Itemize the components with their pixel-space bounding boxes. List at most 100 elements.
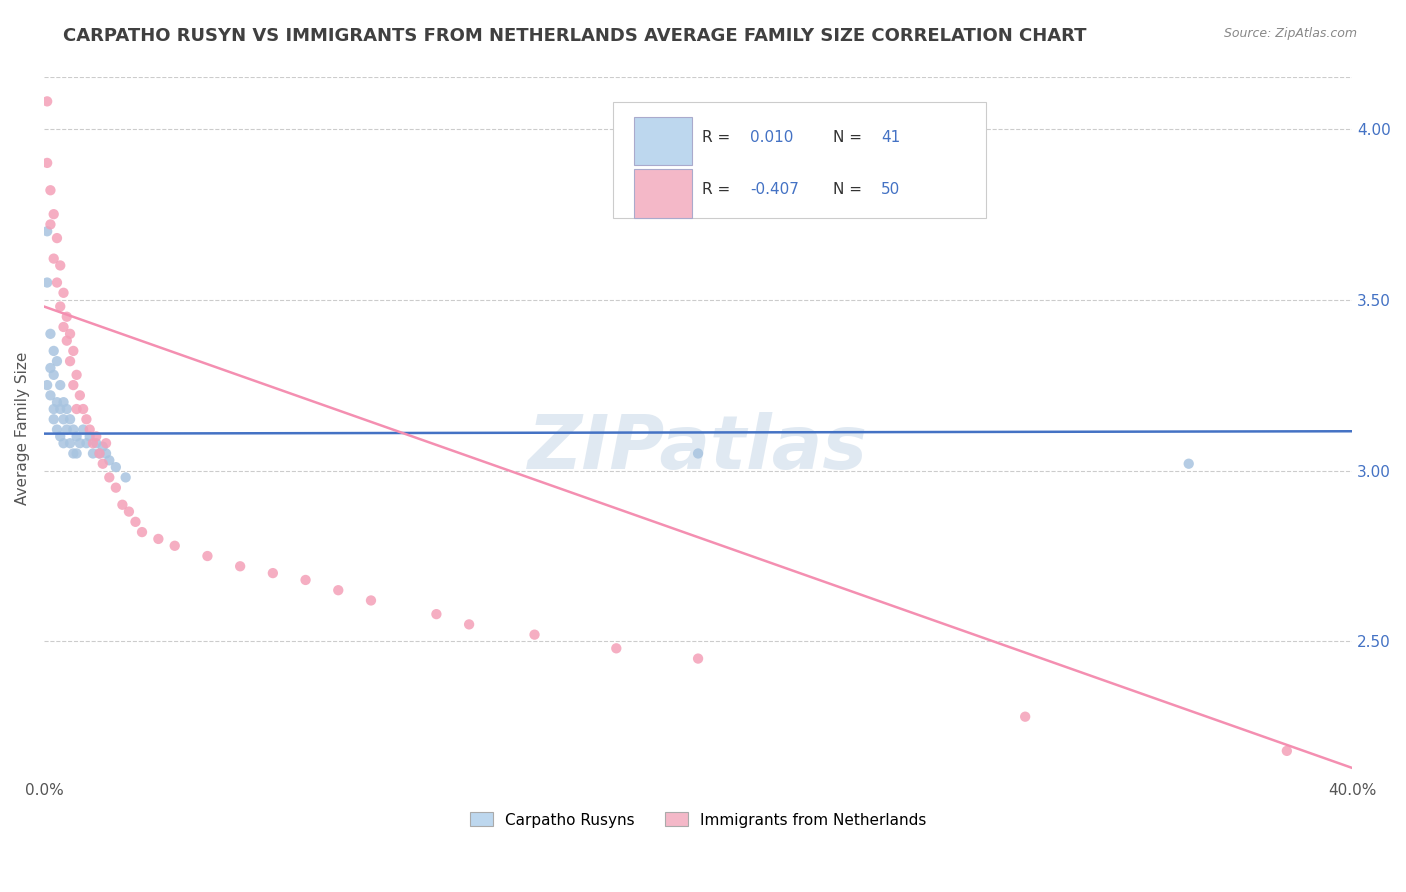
Point	[52, 395, 75, 409]
Point	[65, 446, 87, 460]
Point	[89, 446, 111, 460]
Point	[124, 515, 146, 529]
Point	[98, 453, 121, 467]
Point	[148, 532, 170, 546]
Point	[98, 470, 121, 484]
Point	[82, 436, 104, 450]
Point	[52, 320, 75, 334]
Point	[91, 457, 114, 471]
Point	[52, 412, 75, 426]
Text: Source: ZipAtlas.com: Source: ZipAtlas.com	[1223, 27, 1357, 40]
Text: R =: R =	[702, 129, 735, 145]
Point	[82, 446, 104, 460]
Point	[605, 641, 627, 656]
Point	[425, 607, 447, 621]
Point	[56, 310, 79, 324]
Point	[46, 231, 69, 245]
Text: 50: 50	[882, 182, 900, 197]
Point	[37, 378, 59, 392]
Point	[91, 440, 114, 454]
Text: 41: 41	[882, 129, 900, 145]
Point	[59, 326, 82, 341]
Point	[523, 627, 546, 641]
Point	[52, 436, 75, 450]
Point	[69, 388, 91, 402]
Point	[62, 343, 84, 358]
Point	[114, 470, 136, 484]
Point	[39, 183, 62, 197]
Text: ZIPatlas: ZIPatlas	[529, 412, 868, 485]
Legend: Carpatho Rusyns, Immigrants from Netherlands: Carpatho Rusyns, Immigrants from Netherl…	[464, 806, 932, 834]
Point	[328, 583, 350, 598]
Point	[49, 259, 72, 273]
Point	[42, 402, 65, 417]
Point	[46, 395, 69, 409]
Point	[229, 559, 252, 574]
Point	[65, 402, 87, 417]
Point	[39, 326, 62, 341]
Point	[1014, 709, 1036, 723]
Text: N =: N =	[832, 129, 866, 145]
Point	[39, 388, 62, 402]
Point	[37, 276, 59, 290]
Point	[262, 566, 284, 581]
Point	[49, 300, 72, 314]
Point	[104, 460, 127, 475]
Point	[94, 436, 117, 450]
Point	[56, 334, 79, 348]
Point	[42, 343, 65, 358]
Point	[89, 446, 111, 460]
Point	[69, 436, 91, 450]
Point	[46, 276, 69, 290]
Y-axis label: Average Family Size: Average Family Size	[15, 351, 30, 505]
Point	[94, 446, 117, 460]
FancyBboxPatch shape	[634, 117, 692, 165]
Text: CARPATHO RUSYN VS IMMIGRANTS FROM NETHERLANDS AVERAGE FAMILY SIZE CORRELATION CH: CARPATHO RUSYN VS IMMIGRANTS FROM NETHER…	[63, 27, 1087, 45]
Point	[72, 423, 94, 437]
Point	[42, 412, 65, 426]
Point	[49, 378, 72, 392]
Point	[39, 361, 62, 376]
Point	[42, 207, 65, 221]
Point	[59, 436, 82, 450]
Point	[62, 423, 84, 437]
Point	[75, 436, 97, 450]
Text: 0.010: 0.010	[751, 129, 794, 145]
Point	[163, 539, 186, 553]
Text: -0.407: -0.407	[751, 182, 799, 197]
Point	[104, 481, 127, 495]
Text: N =: N =	[832, 182, 866, 197]
FancyBboxPatch shape	[634, 169, 692, 218]
Point	[65, 368, 87, 382]
Point	[52, 285, 75, 300]
Point	[84, 429, 107, 443]
Point	[294, 573, 316, 587]
Point	[46, 423, 69, 437]
Text: R =: R =	[702, 182, 735, 197]
Point	[59, 354, 82, 368]
Point	[1177, 457, 1199, 471]
Point	[62, 378, 84, 392]
Point	[360, 593, 382, 607]
Point	[197, 549, 219, 563]
Point	[75, 412, 97, 426]
Point	[49, 429, 72, 443]
Point	[59, 412, 82, 426]
Point	[65, 429, 87, 443]
Point	[42, 252, 65, 266]
Point	[458, 617, 481, 632]
Point	[1275, 744, 1298, 758]
Point	[686, 446, 709, 460]
Point	[686, 651, 709, 665]
Point	[84, 436, 107, 450]
Point	[37, 95, 59, 109]
Point	[111, 498, 134, 512]
Point	[42, 368, 65, 382]
Point	[118, 505, 141, 519]
Point	[79, 429, 101, 443]
Point	[37, 224, 59, 238]
Point	[62, 446, 84, 460]
Point	[131, 525, 153, 540]
FancyBboxPatch shape	[613, 102, 986, 218]
Point	[56, 423, 79, 437]
